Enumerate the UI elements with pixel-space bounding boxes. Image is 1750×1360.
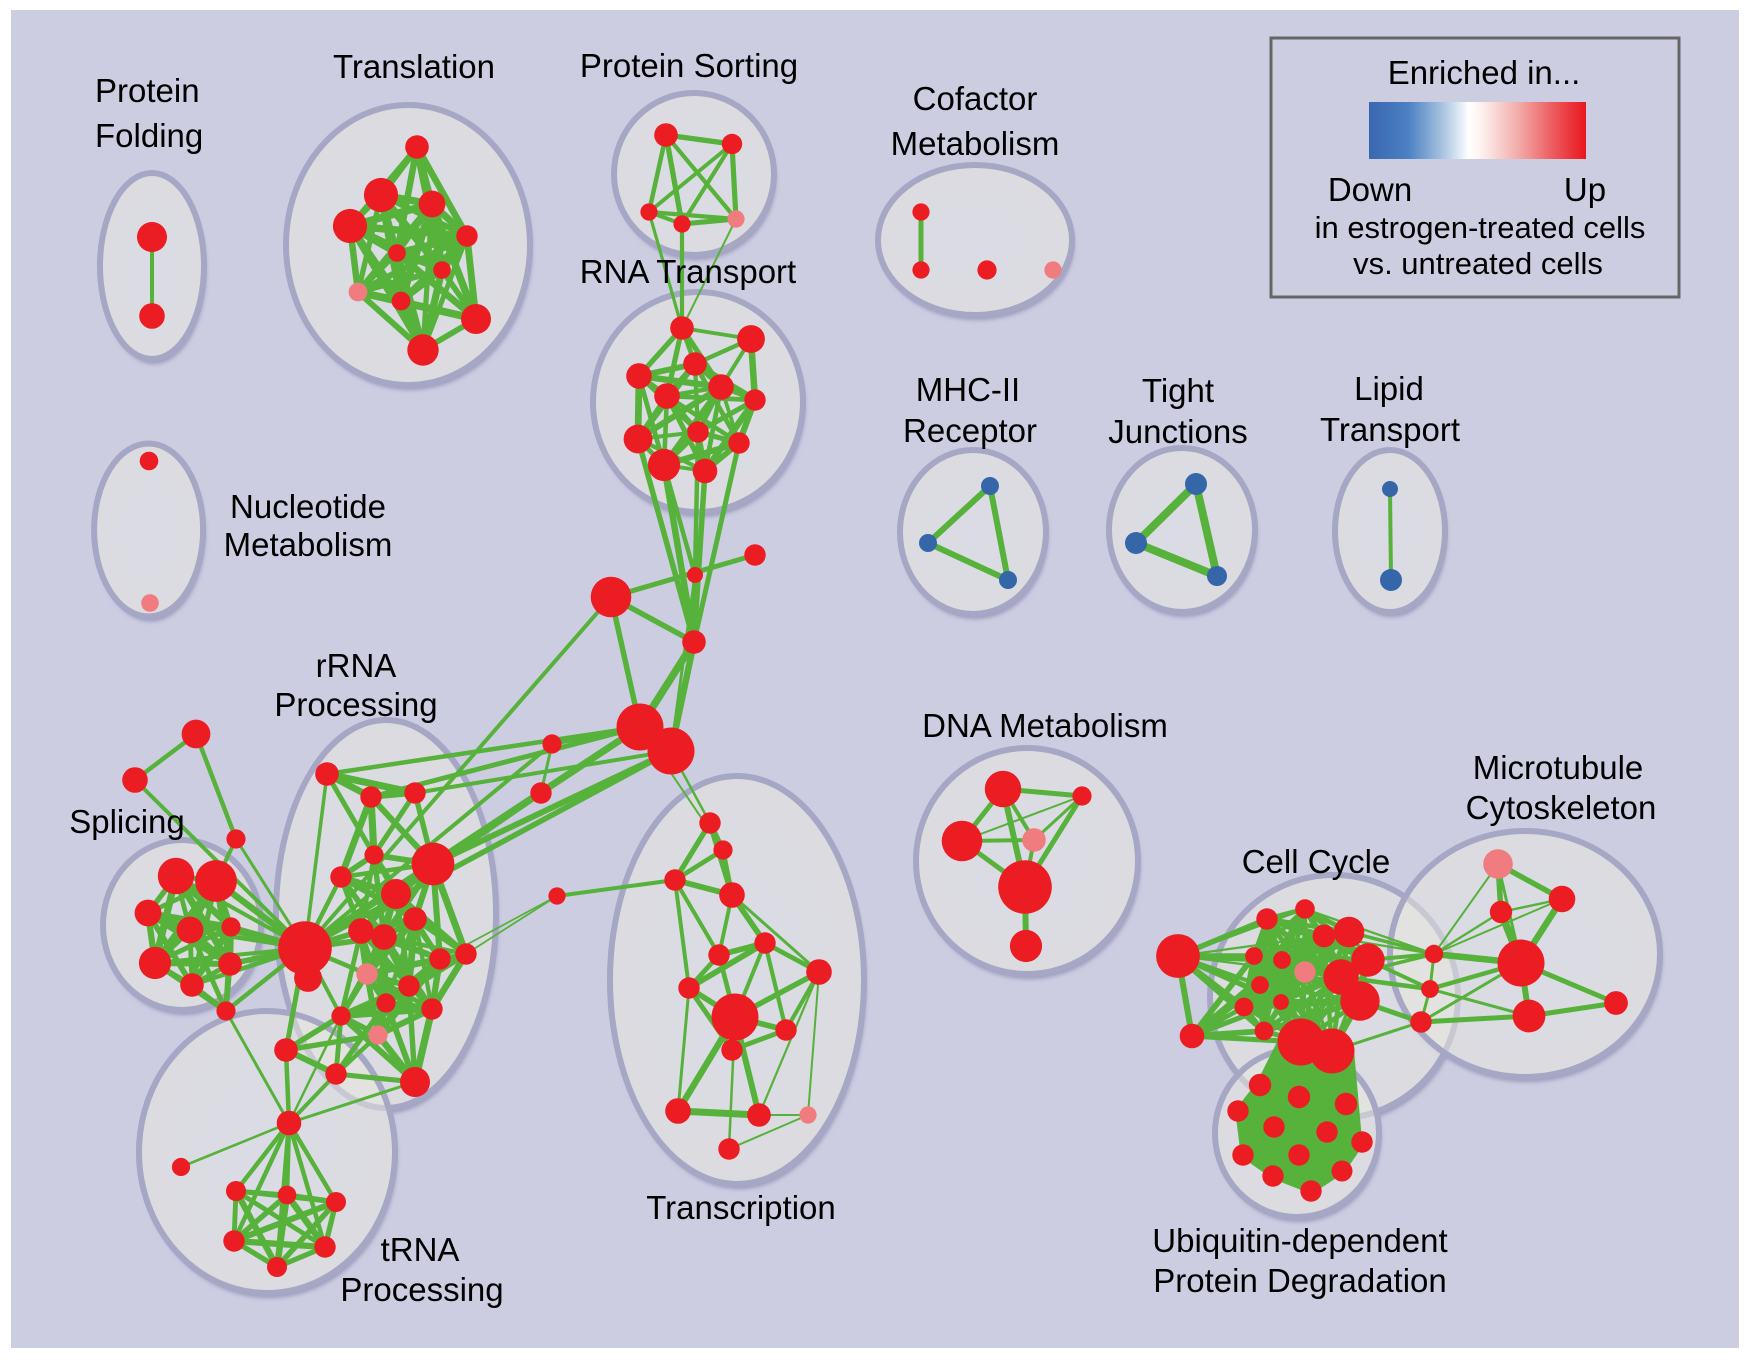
svg-text:Protein Sorting: Protein Sorting xyxy=(580,47,798,84)
svg-text:Junctions: Junctions xyxy=(1108,413,1247,450)
svg-text:Nucleotide: Nucleotide xyxy=(230,488,386,525)
svg-text:Metabolism: Metabolism xyxy=(224,526,393,563)
svg-text:Splicing: Splicing xyxy=(69,803,185,840)
svg-text:vs. untreated cells: vs. untreated cells xyxy=(1353,246,1603,281)
svg-text:Up: Up xyxy=(1564,171,1606,208)
svg-text:Microtubule: Microtubule xyxy=(1473,749,1644,786)
svg-text:Transport: Transport xyxy=(1320,411,1460,448)
svg-text:Processing: Processing xyxy=(274,686,437,723)
svg-text:rRNA: rRNA xyxy=(316,647,397,684)
svg-text:Protein Degradation: Protein Degradation xyxy=(1153,1262,1447,1299)
svg-text:Metabolism: Metabolism xyxy=(891,125,1060,162)
svg-text:Lipid: Lipid xyxy=(1354,370,1424,407)
svg-text:MHC-II: MHC-II xyxy=(916,371,1020,408)
svg-text:DNA Metabolism: DNA Metabolism xyxy=(922,707,1168,744)
svg-text:Folding: Folding xyxy=(95,117,203,154)
svg-text:Tight: Tight xyxy=(1142,372,1214,409)
svg-text:Receptor: Receptor xyxy=(903,412,1037,449)
svg-text:Ubiquitin-dependent: Ubiquitin-dependent xyxy=(1152,1222,1447,1259)
svg-text:RNA Transport: RNA Transport xyxy=(580,253,796,290)
svg-text:Transcription: Transcription xyxy=(646,1189,836,1226)
svg-text:Cofactor: Cofactor xyxy=(913,80,1038,117)
svg-text:Processing: Processing xyxy=(340,1271,503,1308)
svg-text:tRNA: tRNA xyxy=(381,1231,460,1268)
svg-text:Down: Down xyxy=(1328,171,1412,208)
svg-text:in estrogen-treated cells: in estrogen-treated cells xyxy=(1315,210,1646,245)
svg-text:Cytoskeleton: Cytoskeleton xyxy=(1466,789,1657,826)
svg-text:Cell Cycle: Cell Cycle xyxy=(1242,843,1391,880)
svg-text:Protein: Protein xyxy=(95,72,200,109)
svg-text:Enriched in...: Enriched in... xyxy=(1388,54,1581,91)
svg-text:Translation: Translation xyxy=(333,48,495,85)
